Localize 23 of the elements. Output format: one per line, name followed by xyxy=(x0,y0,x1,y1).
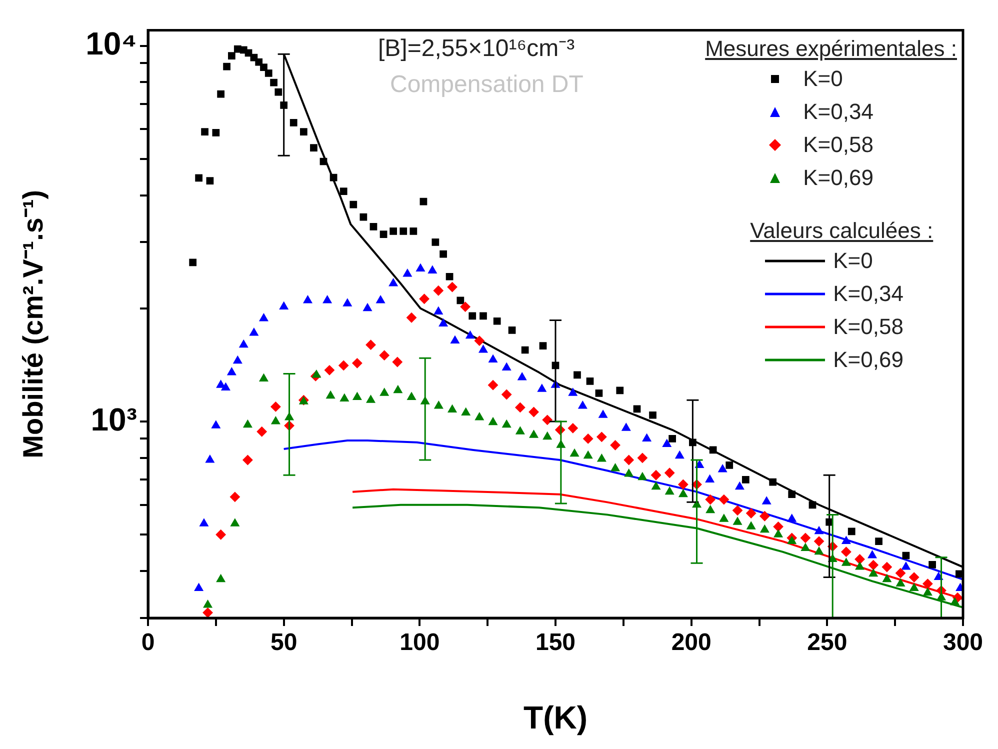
annotation: [B]=2,55×10¹⁶cm⁻³ xyxy=(378,34,575,63)
legend-label: K=0,34 xyxy=(803,98,874,124)
legend-label: K=0,58 xyxy=(833,314,904,340)
legend-label: K=0,69 xyxy=(833,346,904,372)
y-tick-label: 10⁴ xyxy=(86,26,137,62)
legend-label: K=0,34 xyxy=(833,280,904,306)
x-tick-label: 0 xyxy=(141,629,155,656)
x-tick-label: 100 xyxy=(400,629,440,656)
legend-label: K=0,58 xyxy=(803,132,874,158)
x-tick-label: 250 xyxy=(807,629,848,656)
x-tick-label: 200 xyxy=(671,629,712,656)
y-axis-title: Mobilité (cm².V⁻¹.s⁻¹) xyxy=(18,190,49,458)
annotation: Compensation DT xyxy=(390,71,584,99)
x-tick-label: 300 xyxy=(942,629,984,656)
x-tick-label: 150 xyxy=(535,629,576,656)
annotation: Valeurs calculées : xyxy=(750,218,934,244)
legend-label: K=0 xyxy=(803,66,843,92)
legend-label: K=0 xyxy=(833,248,873,274)
legend-label: K=0,69 xyxy=(803,164,874,190)
legend-title: Mesures expérimentales : xyxy=(705,36,957,62)
x-axis-title: T(K) xyxy=(524,700,588,736)
y-tick-label: 10³ xyxy=(90,401,137,438)
x-tick-label: 50 xyxy=(270,629,298,656)
